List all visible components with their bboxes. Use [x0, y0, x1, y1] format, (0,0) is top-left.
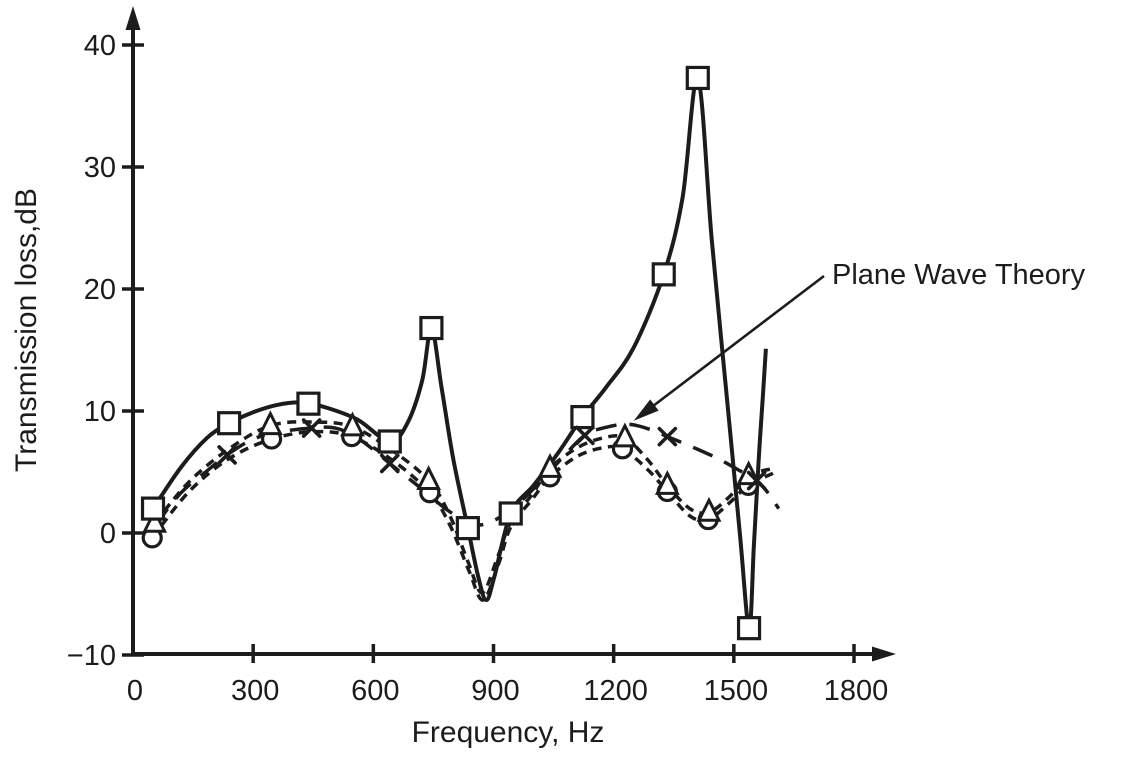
square-marker [736, 616, 762, 641]
x-marker [301, 418, 322, 438]
square-marker [217, 411, 242, 436]
triangle-marker [537, 452, 563, 478]
triangle-marker [416, 465, 442, 491]
square-marker [455, 516, 480, 541]
series-line-long-dash-x [153, 422, 781, 527]
x-tick-label: 1500 [704, 675, 769, 707]
square-marker [419, 315, 444, 341]
x-marker [379, 453, 400, 474]
axes: 0 300 600 900 1200 1500 1800 40 30 20 10 0 −10 [67, 6, 896, 707]
markers-long-dash-x [217, 418, 767, 491]
x-tick-label: 0 [127, 675, 143, 707]
square-marker [498, 501, 523, 526]
annotation: Plane Wave Theory [633, 259, 1086, 421]
y-tick-label: 20 [84, 274, 116, 306]
triangle-marker [654, 470, 680, 495]
annotation-arrowhead [633, 399, 659, 421]
square-marker [685, 65, 710, 91]
x-marker [217, 445, 237, 465]
y-tick-label: −10 [67, 640, 116, 672]
annotation-label: Plane Wave Theory [832, 259, 1086, 291]
x-tick-label: 600 [351, 675, 399, 707]
series-lines [150, 75, 781, 631]
x-tick-label: 900 [471, 675, 519, 707]
annotation-arrow-line [648, 274, 825, 410]
square-marker [570, 405, 595, 430]
x-marker [746, 470, 767, 491]
markers-solid-square [140, 65, 762, 641]
y-tick-label: 0 [100, 518, 116, 550]
x-tick-label: 300 [231, 675, 279, 707]
x-tick-label: 1200 [583, 675, 648, 707]
x-axis-label: Frequency, Hz [412, 716, 605, 749]
square-marker [296, 391, 321, 416]
y-axis-label: Transmission loss,dB [10, 188, 43, 472]
x-marker [575, 425, 595, 446]
triangle-marker [696, 496, 722, 522]
triangle-marker [340, 411, 365, 437]
y-tick-label: 10 [84, 396, 116, 428]
y-tick-label: 40 [84, 30, 116, 62]
square-marker [651, 262, 676, 287]
y-tick-label: 30 [84, 152, 116, 184]
x-marker [657, 426, 678, 447]
series-line-solid-square [151, 75, 768, 631]
triangle-marker [257, 410, 283, 436]
series-markers [140, 65, 767, 641]
y-axis-arrowhead [125, 6, 141, 30]
square-marker [377, 429, 402, 454]
x-tick-label: 1800 [824, 675, 889, 707]
markers-short-dash-triangle [142, 410, 762, 533]
triangle-marker [142, 507, 168, 533]
square-marker [140, 496, 166, 521]
triangle-marker [612, 422, 638, 448]
series-line-short-dash-circle [150, 429, 774, 602]
x-axis-arrowhead [872, 646, 896, 662]
